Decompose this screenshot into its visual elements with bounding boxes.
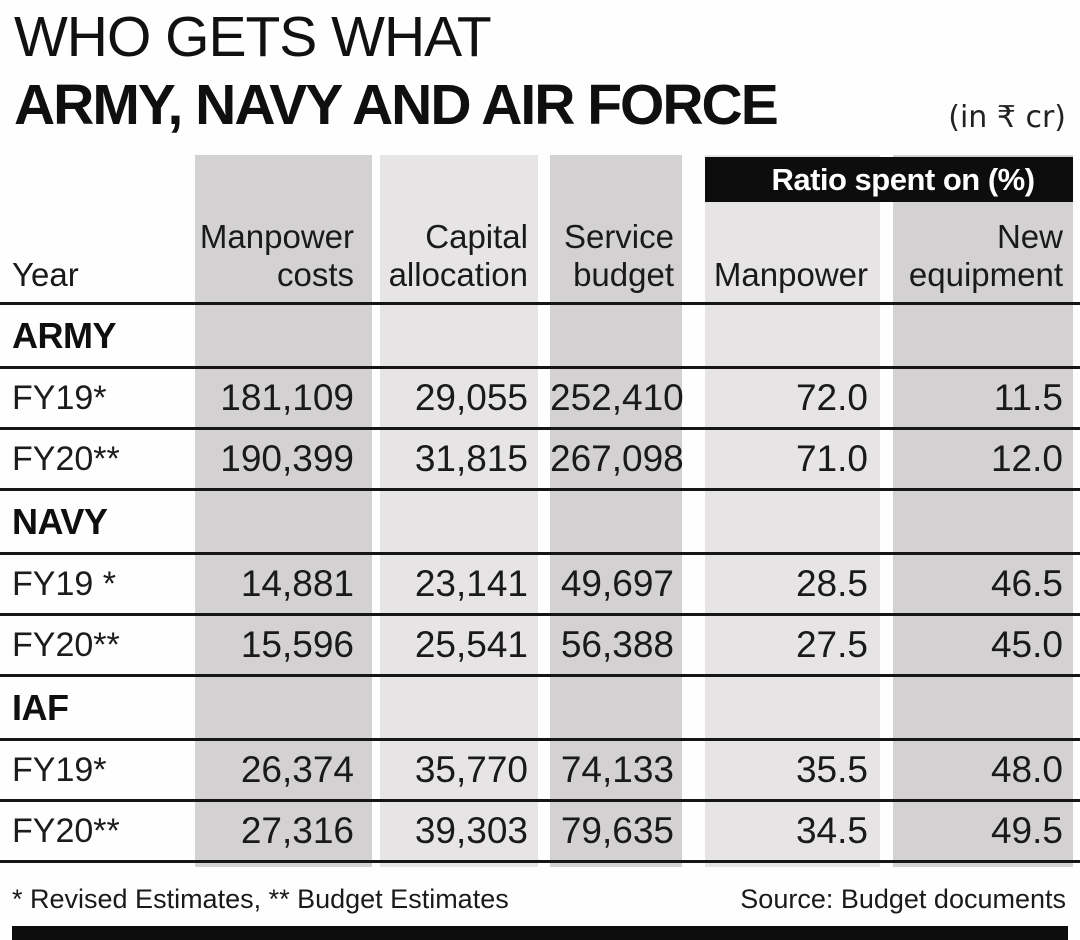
column-header-manpower-costs: Manpower costs — [199, 218, 354, 293]
cell-ratio-new-equipment: 48.0 — [990, 749, 1063, 790]
column-header-service-budget: Service budget — [563, 218, 674, 293]
table-row-navy-fy20: FY20** 15,596 25,541 56,388 27.5 45.0 — [0, 616, 1080, 677]
column-band-service-budget — [550, 155, 682, 867]
cell-service-budget: 79,635 — [560, 810, 674, 851]
page-title: ARMY, NAVY AND AIR FORCE — [14, 73, 779, 137]
cell-manpower-costs: 190,399 — [220, 438, 354, 479]
cell-ratio-new-equipment: 46.5 — [990, 563, 1063, 604]
cell-ratio-manpower: 72.0 — [795, 377, 868, 418]
year-label: FY19* — [12, 750, 107, 789]
column-band-manpower-costs — [195, 155, 372, 867]
cell-service-budget: 74,133 — [560, 749, 674, 790]
column-header-capital-allocation: Capital allocation — [388, 218, 528, 293]
cell-ratio-new-equipment: 45.0 — [990, 624, 1063, 665]
table-header-row: Year Manpower costs Capital allocation S… — [0, 155, 1080, 305]
section-header-navy: NAVY — [0, 491, 1080, 555]
footnotes-row: * Revised Estimates, ** Budget Estimates… — [12, 876, 1066, 922]
unit-note: (in ₹ cr) — [948, 100, 1066, 135]
ratio-banner: Ratio spent on (%) — [705, 157, 1073, 202]
kicker-title: WHO GETS WHAT — [14, 5, 492, 69]
cell-manpower-costs: 14,881 — [240, 563, 354, 604]
cell-ratio-manpower: 27.5 — [795, 624, 868, 665]
year-label: FY20** — [12, 811, 120, 850]
cell-manpower-costs: 181,109 — [220, 377, 354, 418]
column-band-ratio-manpower — [705, 155, 880, 867]
column-header-ratio-manpower: Manpower — [713, 256, 868, 293]
cell-capital-allocation: 39,303 — [414, 810, 528, 851]
cell-service-budget: 56,388 — [560, 624, 674, 665]
cell-capital-allocation: 29,055 — [414, 377, 528, 418]
budget-table: Year Manpower costs Capital allocation S… — [0, 155, 1080, 863]
bottom-rule-bar — [12, 926, 1068, 940]
column-band-ratio-new-equipment — [893, 155, 1073, 867]
table-row-navy-fy19: FY19 * 14,881 23,141 49,697 28.5 46.5 — [0, 555, 1080, 616]
column-band-capital-allocation — [380, 155, 538, 867]
year-label: FY19* — [12, 378, 107, 417]
cell-ratio-manpower: 28.5 — [795, 563, 868, 604]
cell-ratio-new-equipment: 12.0 — [990, 438, 1063, 479]
cell-manpower-costs: 26,374 — [240, 749, 354, 790]
table-row-army-fy19: FY19* 181,109 29,055 252,410 72.0 11.5 — [0, 369, 1080, 430]
table-row-iaf-fy20: FY20** 27,316 39,303 79,635 34.5 49.5 — [0, 802, 1080, 863]
cell-service-budget: 267,098 — [550, 438, 684, 479]
section-header-iaf: IAF — [0, 677, 1080, 741]
cell-capital-allocation: 25,541 — [414, 624, 528, 665]
year-label: FY20** — [12, 439, 120, 478]
cell-ratio-new-equipment: 11.5 — [993, 377, 1063, 418]
cell-ratio-manpower: 34.5 — [795, 810, 868, 851]
cell-ratio-manpower: 71.0 — [795, 438, 868, 479]
cell-capital-allocation: 31,815 — [414, 438, 528, 479]
cell-manpower-costs: 27,316 — [240, 810, 354, 851]
cell-manpower-costs: 15,596 — [240, 624, 354, 665]
column-header-ratio-new-equipment: New equipment — [908, 218, 1063, 293]
cell-service-budget: 252,410 — [550, 377, 684, 418]
year-label: FY19 * — [12, 564, 116, 603]
cell-capital-allocation: 35,770 — [414, 749, 528, 790]
estimates-footnote: * Revised Estimates, ** Budget Estimates — [12, 883, 509, 914]
section-header-army: ARMY — [0, 305, 1080, 369]
table-row-army-fy20: FY20** 190,399 31,815 267,098 71.0 12.0 — [0, 430, 1080, 491]
year-label: FY20** — [12, 625, 120, 664]
cell-capital-allocation: 23,141 — [414, 563, 528, 604]
table-row-iaf-fy19: FY19* 26,374 35,770 74,133 35.5 48.0 — [0, 741, 1080, 802]
column-header-year: Year — [12, 256, 79, 293]
cell-service-budget: 49,697 — [560, 563, 674, 604]
cell-ratio-manpower: 35.5 — [795, 749, 868, 790]
cell-ratio-new-equipment: 49.5 — [990, 810, 1063, 851]
source-credit: Source: Budget documents — [740, 883, 1066, 914]
